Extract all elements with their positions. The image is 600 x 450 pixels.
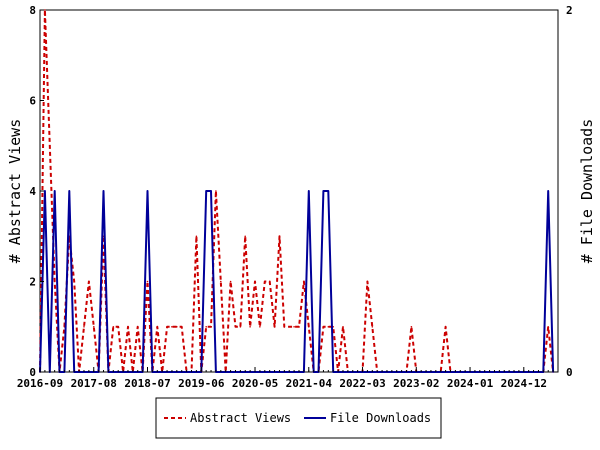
data-point-abstract-views (268, 280, 271, 283)
data-point-abstract-views (49, 145, 51, 147)
data-point-abstract-views (283, 326, 286, 328)
data-point-abstract-views (234, 326, 237, 328)
data-point-abstract-views (83, 326, 85, 328)
left-tick-label: 4 (29, 185, 36, 198)
data-point-abstract-views (278, 235, 281, 238)
x-tick-label: 2024-12 (501, 377, 547, 390)
data-point-abstract-views (244, 235, 246, 238)
data-point-abstract-views (303, 280, 305, 283)
data-point-abstract-views (53, 280, 56, 283)
data-point-abstract-views (205, 326, 207, 328)
data-point-abstract-views (308, 326, 310, 328)
left-tick-label: 0 (29, 366, 36, 379)
legend-box (155, 397, 442, 439)
x-tick-label: 2022-03 (339, 377, 385, 390)
left-tick-label: 6 (29, 95, 36, 108)
legend-label-abstract-views: Abstract Views (190, 411, 291, 425)
data-point-file-downloads (205, 190, 207, 192)
data-point-abstract-views (195, 235, 198, 238)
right-tick-label: 0 (566, 366, 573, 379)
data-point-abstract-views (73, 280, 75, 283)
legend: Abstract Views File Downloads (155, 397, 442, 439)
data-point-abstract-views (366, 280, 369, 283)
data-point-abstract-views (136, 326, 139, 328)
data-point-file-downloads (102, 190, 105, 192)
data-point-abstract-views (156, 326, 159, 328)
series-line-file-downloads (39, 190, 555, 373)
data-point-abstract-views (166, 326, 168, 328)
data-point-file-downloads (322, 190, 325, 192)
data-point-abstract-views (444, 326, 447, 328)
x-tick-label: 2020-05 (232, 377, 278, 390)
left-tick-label: 8 (29, 4, 36, 17)
data-point-file-downloads (547, 190, 549, 192)
data-point-abstract-views (93, 326, 95, 328)
data-point-file-downloads (146, 190, 149, 192)
left-tick-label: 2 (29, 276, 36, 289)
data-point-file-downloads (68, 190, 71, 192)
data-point-abstract-views (127, 326, 129, 328)
plot-area (39, 9, 559, 373)
right-axis-title: # File Downloads (578, 119, 596, 264)
data-point-file-downloads (210, 190, 212, 192)
data-point-abstract-views (112, 326, 115, 328)
data-point-abstract-views (410, 326, 413, 328)
data-point-file-downloads (308, 190, 310, 192)
data-point-abstract-views (180, 326, 183, 328)
x-tick-label: 2019-06 (178, 377, 225, 390)
x-tick-label: 2024-01 (447, 377, 494, 390)
data-point-abstract-views (249, 326, 251, 328)
data-point-abstract-views (44, 9, 46, 11)
data-point-abstract-views (293, 326, 295, 328)
x-axis: 2016-09 2017-08 2018-07 2019-06 2020-05 2021-… (17, 367, 559, 390)
data-point-abstract-views (220, 280, 222, 283)
x-tick-label: 2018-07 (124, 377, 170, 390)
right-axis: 02 (554, 4, 573, 379)
data-point-file-downloads (53, 190, 56, 192)
data-point-file-downloads (44, 190, 46, 192)
data-point-abstract-views (88, 280, 90, 283)
data-point-abstract-views (239, 326, 242, 328)
data-point-abstract-views (288, 326, 291, 328)
left-axis: 0 2 4 6 8 (29, 4, 44, 379)
data-point-abstract-views (547, 326, 549, 328)
data-point-file-downloads (327, 190, 330, 192)
x-tick-label: 2023-02 (393, 377, 439, 390)
data-point-abstract-views (176, 326, 178, 328)
data-point-abstract-views (298, 326, 300, 328)
data-point-abstract-views (210, 326, 212, 328)
right-tick-label: 2 (566, 4, 573, 17)
left-axis-title: # Abstract Views (6, 119, 24, 264)
x-tick-label: 2016-09 (17, 377, 63, 390)
data-point-abstract-views (264, 280, 266, 283)
data-point-abstract-views (215, 190, 217, 192)
data-point-abstract-views (146, 280, 149, 283)
data-point-abstract-views (117, 326, 119, 328)
data-point-abstract-views (342, 326, 344, 328)
legend-label-file-downloads: File Downloads (330, 411, 431, 425)
data-point-abstract-views (327, 326, 330, 328)
data-point-abstract-views (322, 326, 325, 328)
data-point-abstract-views (254, 280, 256, 283)
x-tick-label: 2017-08 (71, 377, 117, 390)
data-point-abstract-views (371, 326, 374, 328)
data-point-abstract-views (273, 326, 276, 328)
data-point-abstract-views (259, 326, 261, 328)
x-tick-label: 2021-04 (286, 377, 333, 390)
data-point-abstract-views (229, 280, 232, 283)
data-point-abstract-views (171, 326, 173, 328)
